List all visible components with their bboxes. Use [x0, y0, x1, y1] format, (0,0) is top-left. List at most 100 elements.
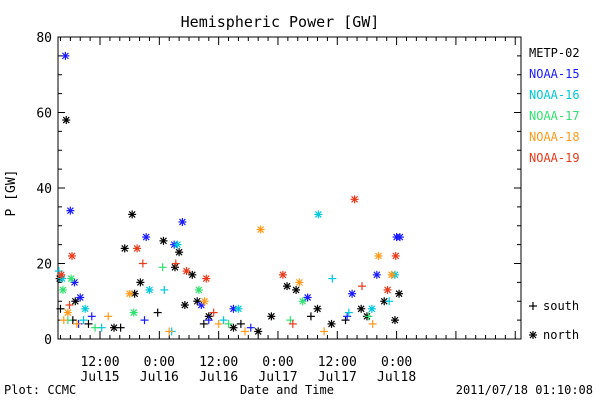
x-tick-label-date: Jul17 — [258, 370, 297, 385]
data-point-north — [133, 244, 142, 253]
legend: METP-02 NOAA-15 NOAA-16 NOAA-17 NOAA-18 NOAA-… — [529, 46, 580, 342]
data-point-south — [219, 316, 228, 325]
x-tick-label-date: Jul18 — [377, 370, 416, 385]
x-tick-label-time: 0:00 — [381, 355, 412, 370]
y-tick-label: 40 — [36, 182, 52, 197]
data-point-south — [56, 304, 65, 313]
data-point-north — [374, 251, 383, 260]
y-tick-label: 20 — [36, 258, 52, 273]
data-point-north — [136, 278, 145, 287]
data-point-south — [364, 312, 373, 321]
y-axis-label: P [GW] — [4, 170, 19, 217]
x-tick-label-time: 12:00 — [199, 355, 238, 370]
data-point-south — [59, 316, 68, 325]
data-point-north — [57, 270, 66, 279]
data-point-south — [246, 323, 255, 332]
data-point-north — [173, 240, 182, 249]
data-point-north — [383, 285, 392, 294]
data-point-north — [120, 244, 129, 253]
x-tick-label-date: Jul16 — [199, 370, 238, 385]
data-point-north — [395, 233, 404, 242]
data-point-south — [209, 308, 218, 317]
data-point-north — [390, 316, 399, 325]
data-point-north — [234, 304, 243, 313]
data-point-south — [288, 319, 297, 328]
legend-marker-label: north — [543, 328, 579, 342]
data-point-south — [79, 316, 88, 325]
data-point-north — [327, 319, 336, 328]
data-point-north — [256, 225, 265, 234]
data-point-north — [145, 285, 154, 294]
x-tick-label-date: Jul15 — [80, 370, 119, 385]
data-point-north — [178, 217, 187, 226]
x-axis-label: Date and Time — [240, 383, 334, 397]
legend-north-marker — [529, 331, 537, 339]
data-point-north — [391, 251, 400, 260]
data-point-north — [278, 270, 287, 279]
data-point-north — [63, 308, 72, 317]
x-tick-label-date: Jul16 — [140, 370, 179, 385]
data-point-south — [84, 319, 93, 328]
data-point-north — [142, 233, 151, 242]
data-point-south — [241, 327, 250, 336]
data-point-south — [140, 316, 149, 325]
data-point-south — [344, 308, 353, 317]
legend-marker-label: south — [543, 299, 579, 313]
data-point-north — [180, 301, 189, 310]
data-point-north — [229, 323, 238, 332]
data-point-north — [367, 304, 376, 313]
y-tick-label: 0 — [44, 333, 52, 348]
data-point-north — [283, 282, 292, 291]
y-tick-label: 60 — [36, 107, 52, 122]
data-point-south — [341, 316, 350, 325]
data-point-south — [357, 282, 366, 291]
data-point-north — [303, 293, 312, 302]
data-point-south — [385, 297, 394, 306]
data-point-north — [298, 297, 307, 306]
data-point-south — [199, 319, 208, 328]
data-point-south — [224, 319, 233, 328]
legend-series-label: NOAA-15 — [529, 67, 580, 81]
data-point-north — [175, 248, 184, 257]
data-point-south — [165, 327, 174, 336]
data-point-south — [320, 327, 329, 336]
footer-timestamp: 2011/07/18 01:10:08 — [456, 383, 593, 397]
data-point-north — [194, 285, 203, 294]
data-point-north — [170, 263, 179, 272]
data-point-north — [61, 51, 70, 60]
data-point-south — [153, 308, 162, 317]
data-point-north — [62, 116, 71, 125]
data-point-north — [58, 285, 67, 294]
data-point-north — [188, 270, 197, 279]
data-point-south — [104, 312, 113, 321]
data-point-north — [67, 274, 76, 283]
data-point-south — [72, 319, 81, 328]
data-point-south — [65, 301, 74, 310]
x-tick-label-time: 12:00 — [318, 355, 357, 370]
data-point-south — [87, 312, 96, 321]
data-point-south — [138, 259, 147, 268]
data-point-north — [372, 270, 381, 279]
footer-plot-credit: Plot: CCMC — [4, 383, 76, 397]
data-point-north — [110, 323, 119, 332]
data-point-south — [204, 316, 213, 325]
data-point-north — [313, 304, 322, 313]
data-point-north — [71, 297, 80, 306]
legend-series-label: NOAA-17 — [529, 109, 580, 123]
data-point-north — [66, 206, 75, 215]
x-tick-label-time: 0:00 — [144, 355, 175, 370]
data-point-north — [182, 267, 191, 276]
data-point-north — [314, 210, 323, 219]
data-point-north — [159, 236, 168, 245]
data-point-south — [368, 319, 377, 328]
data-point-south — [158, 263, 167, 272]
data-point-north — [254, 327, 263, 336]
data-point-south — [171, 259, 180, 268]
data-point-north — [200, 297, 209, 306]
data-point-north — [357, 304, 366, 313]
legend-series-label: NOAA-19 — [529, 151, 580, 165]
data-point-north — [125, 289, 134, 298]
data-point-north — [129, 308, 138, 317]
